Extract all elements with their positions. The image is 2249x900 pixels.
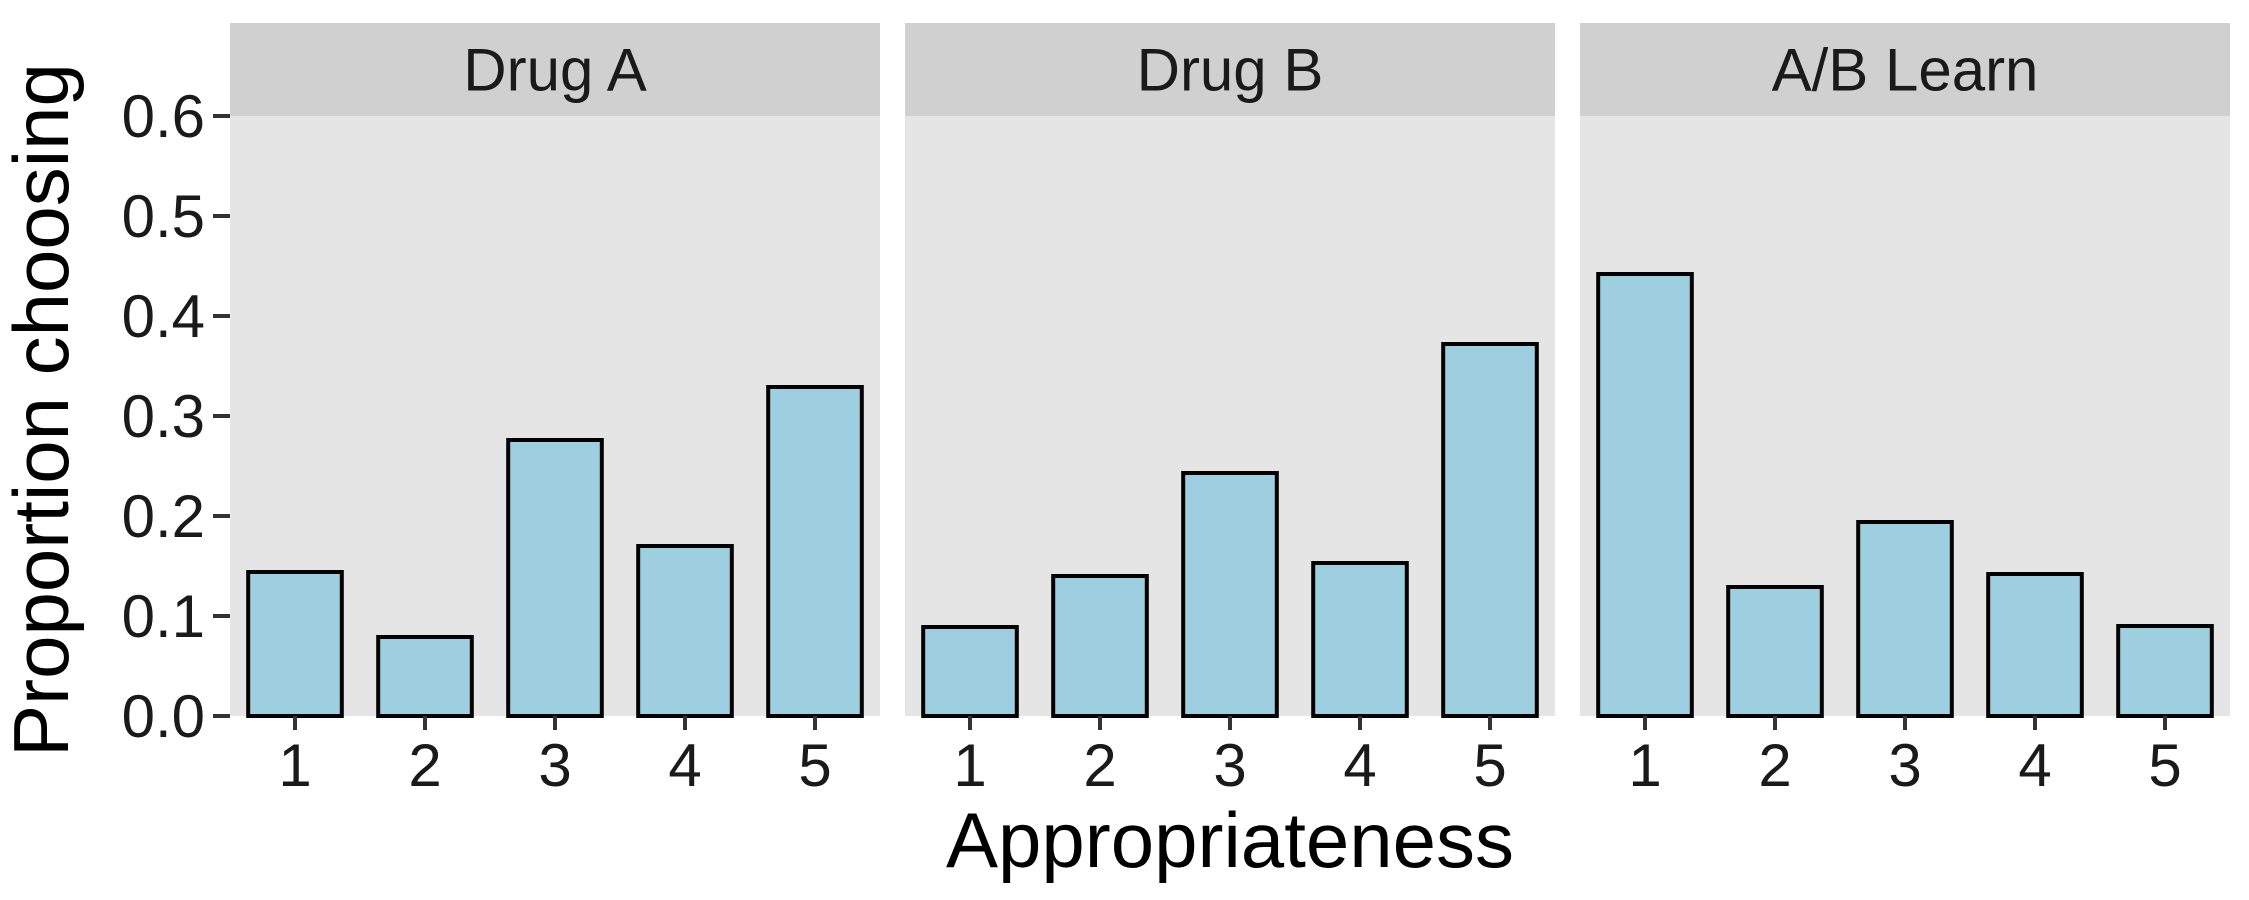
bar bbox=[376, 635, 474, 718]
facet-strip-label: A/B Learn bbox=[1772, 37, 2039, 104]
x-tick-label: 3 bbox=[1213, 732, 1246, 799]
bar bbox=[246, 570, 344, 718]
facet-strip bbox=[1580, 23, 2230, 116]
y-tick-label: 0.1 bbox=[122, 583, 205, 650]
x-tick-label: 5 bbox=[798, 732, 831, 799]
x-tick-label: 3 bbox=[1888, 732, 1921, 799]
facet-strip bbox=[230, 23, 880, 116]
bar bbox=[506, 438, 604, 718]
bar bbox=[1726, 585, 1824, 718]
x-tick-label: 4 bbox=[668, 732, 701, 799]
y-axis-title: Proportion choosing bbox=[0, 63, 85, 757]
x-tick-label: 4 bbox=[2018, 732, 2051, 799]
x-tick-label: 2 bbox=[1758, 732, 1791, 799]
facet-strip bbox=[905, 23, 1555, 116]
x-tick-label: 1 bbox=[1628, 732, 1661, 799]
x-tick-label: 3 bbox=[538, 732, 571, 799]
y-tick-label: 0.6 bbox=[122, 83, 205, 150]
bar bbox=[1311, 561, 1409, 718]
y-tick-label: 0.3 bbox=[122, 383, 205, 450]
bar bbox=[1596, 272, 1694, 718]
bar bbox=[1441, 342, 1539, 718]
bar bbox=[1181, 471, 1279, 718]
x-tick-label: 1 bbox=[278, 732, 311, 799]
x-tick-label: 4 bbox=[1343, 732, 1376, 799]
x-tick-label: 2 bbox=[408, 732, 441, 799]
x-tick-label: 5 bbox=[1473, 732, 1506, 799]
bar bbox=[1051, 574, 1149, 718]
bar bbox=[766, 385, 864, 718]
bar bbox=[921, 625, 1019, 718]
facet-strip-label: Drug B bbox=[1137, 37, 1324, 104]
bar bbox=[1856, 520, 1954, 718]
x-axis-title: Appropriateness bbox=[946, 796, 1514, 884]
y-tick-label: 0.0 bbox=[122, 683, 205, 750]
bar bbox=[1986, 572, 2084, 718]
y-tick-label: 0.5 bbox=[122, 183, 205, 250]
x-tick-label: 2 bbox=[1083, 732, 1116, 799]
x-tick-label: 1 bbox=[953, 732, 986, 799]
facet-strip-label: Drug A bbox=[463, 37, 646, 104]
y-tick-label: 0.2 bbox=[122, 483, 205, 550]
y-tick-label: 0.4 bbox=[122, 283, 205, 350]
x-tick-label: 5 bbox=[2148, 732, 2181, 799]
bar bbox=[636, 544, 734, 718]
bar bbox=[2116, 624, 2214, 718]
